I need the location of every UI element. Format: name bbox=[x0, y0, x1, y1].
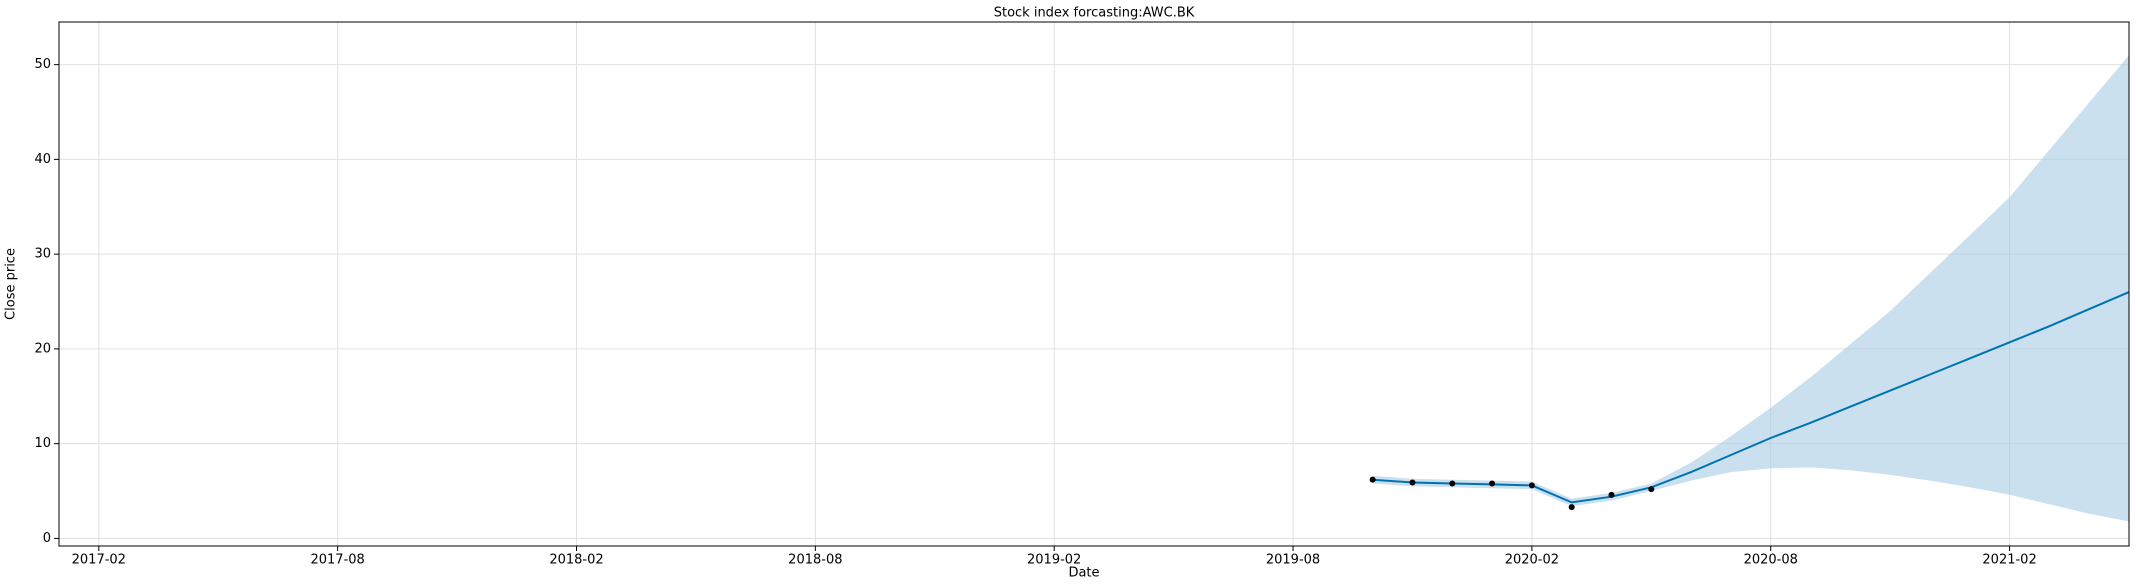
observed-point bbox=[1449, 480, 1456, 487]
x-tick-label: 2017-02 bbox=[72, 553, 126, 568]
y-tick-label: 30 bbox=[34, 247, 51, 262]
observed-point bbox=[1528, 482, 1535, 489]
y-tick-label: 40 bbox=[34, 152, 51, 167]
x-tick-label: 2019-08 bbox=[1266, 553, 1320, 568]
chart-title: Stock index forcasting:AWC.BK bbox=[994, 6, 1195, 21]
observed-point bbox=[1409, 479, 1416, 486]
x-tick-label: 2017-08 bbox=[310, 553, 364, 568]
y-axis-label: Close price bbox=[4, 248, 19, 320]
y-tick-label: 10 bbox=[34, 436, 51, 451]
uncertainty-band bbox=[1372, 55, 2129, 522]
data-layer bbox=[1369, 55, 2130, 522]
observed-point bbox=[1608, 491, 1615, 498]
observed-point bbox=[1369, 476, 1376, 483]
x-tick-label: 2018-08 bbox=[788, 553, 842, 568]
x-tick-label: 2018-02 bbox=[549, 553, 603, 568]
plot-frame bbox=[58, 21, 2130, 547]
observed-point bbox=[1489, 480, 1496, 487]
y-tick-label: 0 bbox=[43, 531, 51, 546]
tick-layer: 0 10 20 30 40 50 2017-02 2017-08 2018-02 2018-08 2… bbox=[34, 57, 2036, 567]
y-tick-label: 20 bbox=[34, 341, 51, 356]
x-tick-label: 2019-02 bbox=[1027, 553, 1081, 568]
forecast-line bbox=[1372, 291, 2130, 504]
observed-point bbox=[1568, 504, 1575, 511]
x-tick-label: 2020-02 bbox=[1505, 553, 1559, 568]
x-tick-label: 2020-08 bbox=[1744, 553, 1798, 568]
y-tick-label: 50 bbox=[34, 57, 51, 72]
observed-point bbox=[1648, 486, 1655, 493]
x-axis-label: Date bbox=[1068, 566, 1099, 581]
x-tick-label: 2021-02 bbox=[1982, 553, 2036, 568]
